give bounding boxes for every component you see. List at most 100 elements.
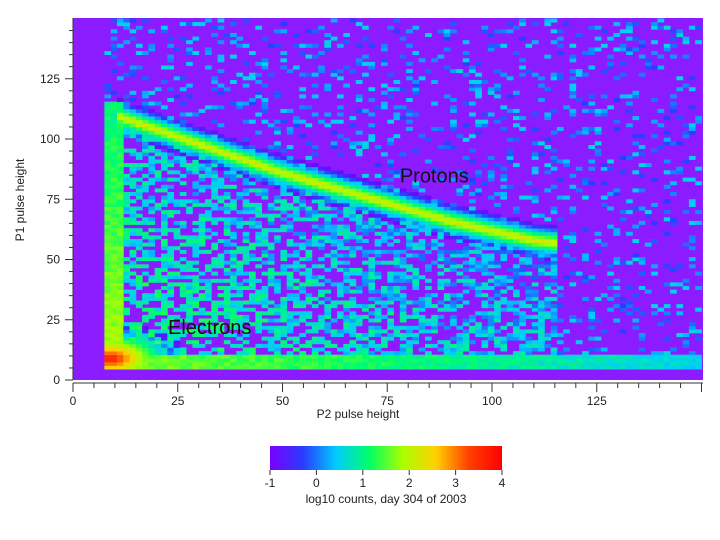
heatmap-cell xyxy=(123,119,130,124)
heatmap-cell xyxy=(563,253,570,258)
heatmap-cell xyxy=(393,188,401,193)
heatmap-cell xyxy=(506,300,514,305)
heatmap-cell xyxy=(343,213,350,218)
y-tick-label: 125 xyxy=(40,72,60,86)
heatmap-cell xyxy=(217,141,225,146)
heatmap-cell xyxy=(469,267,476,272)
heatmap-cell xyxy=(600,163,608,168)
heatmap-cell xyxy=(638,354,646,359)
heatmap-cell xyxy=(267,170,275,175)
heatmap-cell xyxy=(286,184,294,189)
heatmap-cell xyxy=(293,181,300,186)
heatmap-cell xyxy=(211,170,218,175)
heatmap-cell xyxy=(242,365,250,370)
heatmap-cell xyxy=(550,155,558,160)
heatmap-cell xyxy=(506,322,514,327)
heatmap-cell xyxy=(418,329,426,334)
heatmap-cell xyxy=(519,228,526,233)
heatmap-cell xyxy=(161,210,168,215)
heatmap-cell xyxy=(513,351,520,356)
heatmap-cell xyxy=(368,134,376,139)
heatmap-cell xyxy=(161,325,168,330)
heatmap-cell xyxy=(293,184,300,189)
heatmap-cell xyxy=(676,116,684,121)
heatmap-cell xyxy=(293,267,300,272)
heatmap-cell xyxy=(104,231,112,236)
heatmap-cell xyxy=(255,210,262,215)
heatmap-cell xyxy=(293,195,300,200)
heatmap-cell xyxy=(607,61,614,66)
heatmap-cell xyxy=(475,119,482,124)
heatmap-cell xyxy=(412,286,420,290)
heatmap-cell xyxy=(381,286,388,290)
heatmap-cell xyxy=(135,361,143,366)
heatmap-cell xyxy=(368,318,376,323)
heatmap-cell xyxy=(324,224,332,229)
heatmap-cell xyxy=(651,65,658,70)
heatmap-cell xyxy=(412,361,420,366)
heatmap-cell xyxy=(550,264,558,269)
heatmap-cell xyxy=(525,181,533,186)
heatmap-cell xyxy=(337,177,344,182)
heatmap-cell xyxy=(205,289,212,294)
heatmap-cell xyxy=(337,267,344,272)
heatmap-cell xyxy=(456,296,464,301)
heatmap-cell xyxy=(117,130,124,135)
heatmap-cell xyxy=(600,112,608,117)
heatmap-cell xyxy=(462,278,470,283)
heatmap-cell xyxy=(399,152,407,157)
heatmap-cell xyxy=(330,329,338,334)
heatmap-cell xyxy=(412,199,420,204)
heatmap-cell xyxy=(242,61,250,66)
heatmap-cell xyxy=(550,206,558,211)
heatmap-cell xyxy=(274,318,281,323)
heatmap-cell xyxy=(274,163,281,168)
heatmap-cell xyxy=(425,199,432,204)
heatmap-cell xyxy=(600,358,608,363)
heatmap-cell xyxy=(588,311,596,316)
heatmap-cell xyxy=(462,358,470,363)
heatmap-cell xyxy=(104,206,112,211)
heatmap-cell xyxy=(349,300,357,305)
heatmap-cell xyxy=(311,361,319,366)
heatmap-cell xyxy=(469,213,476,218)
heatmap-cell xyxy=(230,278,237,283)
heatmap-cell xyxy=(280,300,288,305)
heatmap-cell xyxy=(242,260,250,265)
heatmap-cell xyxy=(469,206,476,211)
heatmap-cell xyxy=(374,163,382,168)
heatmap-cell xyxy=(267,300,275,305)
heatmap-cell xyxy=(531,365,539,370)
heatmap-cell xyxy=(179,351,187,356)
heatmap-cell xyxy=(173,199,181,204)
heatmap-cell xyxy=(173,307,181,312)
heatmap-cell xyxy=(192,199,200,204)
heatmap-cell xyxy=(456,336,464,341)
heatmap-cell xyxy=(330,282,338,287)
heatmap-cell xyxy=(481,260,489,265)
heatmap-cell xyxy=(362,199,369,204)
heatmap-cell xyxy=(110,173,118,178)
heatmap-cell xyxy=(249,300,256,305)
heatmap-cell xyxy=(349,231,357,236)
heatmap-cell xyxy=(525,264,533,269)
heatmap-cell xyxy=(179,304,187,309)
heatmap-cell xyxy=(104,105,112,110)
heatmap-cell xyxy=(481,112,489,117)
heatmap-cell xyxy=(399,361,407,366)
heatmap-cell xyxy=(513,220,520,225)
heatmap-cell xyxy=(431,354,438,359)
heatmap-cell xyxy=(638,271,646,276)
heatmap-cell xyxy=(619,47,627,52)
heatmap-cell xyxy=(142,347,149,352)
heatmap-cell xyxy=(123,333,130,337)
heatmap-cell xyxy=(469,181,476,186)
heatmap-cell xyxy=(506,336,514,341)
heatmap-cell xyxy=(192,184,200,189)
heatmap-cell xyxy=(519,329,526,334)
heatmap-cell xyxy=(293,264,300,269)
heatmap-cell xyxy=(456,210,464,215)
heatmap-cell xyxy=(135,126,143,131)
heatmap-cell xyxy=(374,249,382,254)
heatmap-cell xyxy=(280,108,288,113)
